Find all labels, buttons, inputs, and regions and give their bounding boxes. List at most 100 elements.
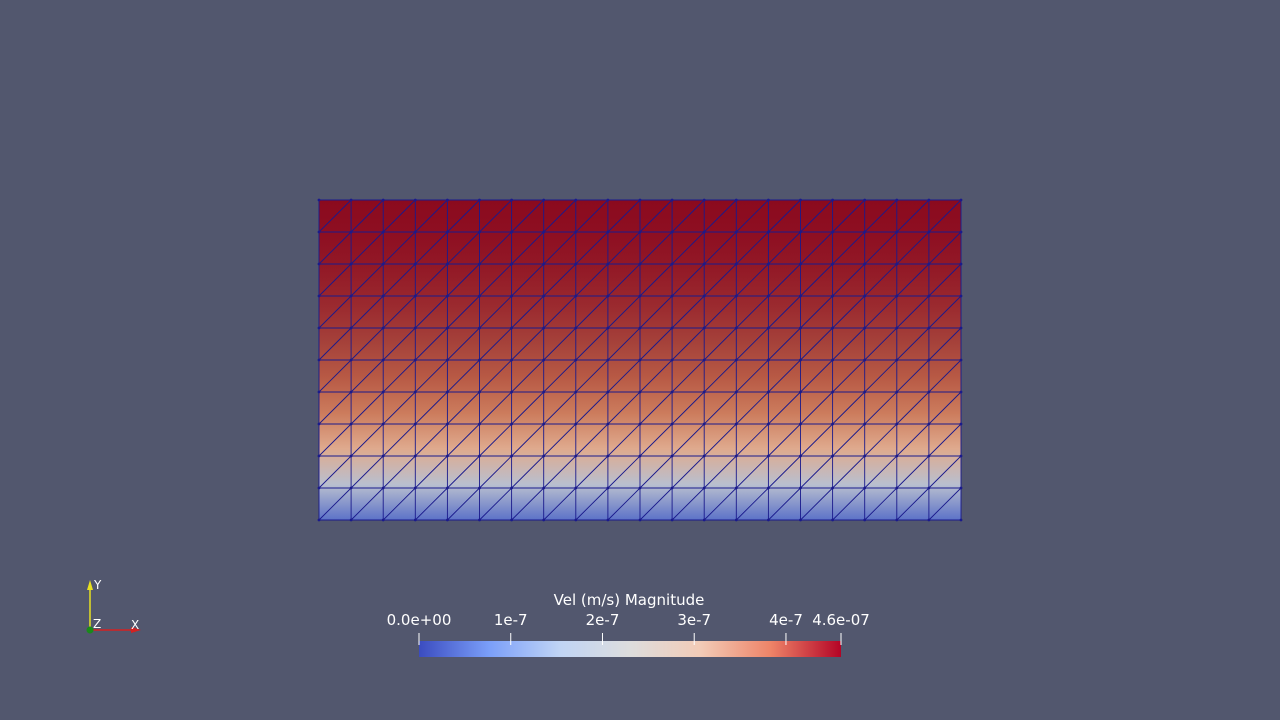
mesh-vertex (606, 518, 610, 522)
mesh-vertex (510, 518, 513, 522)
axis-z-label: Z (93, 617, 102, 631)
mesh-vertex (734, 294, 738, 298)
mesh-vertex (606, 198, 610, 202)
mesh-vertex (349, 390, 353, 394)
mesh-vertex (638, 518, 642, 522)
mesh-vertex (799, 518, 802, 522)
mesh-vertex (606, 326, 610, 330)
mesh-vertex (478, 326, 481, 330)
mesh-vertex (478, 358, 481, 362)
mesh-vertex (863, 518, 867, 522)
mesh-vertex (317, 262, 321, 266)
mesh-vertex (446, 486, 449, 490)
mesh-vertex (863, 422, 867, 426)
mesh-vertex (317, 358, 321, 362)
mesh-vertex (446, 358, 449, 362)
mesh-vertex (638, 486, 642, 490)
mesh-vertex (734, 358, 738, 362)
mesh-vertex (574, 294, 578, 298)
mesh-vertex (863, 294, 867, 298)
mesh-vertex (927, 486, 931, 490)
mesh-vertex (799, 198, 802, 202)
mesh-vertex (670, 230, 674, 234)
mesh-vertex (478, 422, 481, 426)
axis-x-arrow-icon (131, 627, 141, 633)
mesh-vertex (510, 262, 513, 266)
mesh-vertex (959, 358, 963, 362)
mesh-vertex (542, 390, 546, 394)
mesh-vertex (542, 262, 546, 266)
mesh-vertex (767, 262, 770, 266)
mesh-vertex (542, 230, 546, 234)
mesh-vertex (638, 294, 642, 298)
mesh-vertex (349, 454, 353, 458)
mesh-vertex (927, 358, 931, 362)
mesh-vertex (446, 454, 449, 458)
mesh-vertex (381, 454, 385, 458)
mesh-vertex (670, 262, 674, 266)
mesh-vertex (349, 518, 353, 522)
mesh-vertex (895, 518, 899, 522)
mesh-vertex (542, 518, 546, 522)
mesh-vertex (799, 294, 802, 298)
mesh-vertex (446, 518, 449, 522)
mesh-vertex (413, 230, 417, 234)
mesh-vertex (702, 486, 706, 490)
mesh-vertex (959, 262, 963, 266)
mesh-vertex (542, 358, 546, 362)
mesh-vertex (317, 198, 321, 202)
mesh-vertex (702, 454, 706, 458)
mesh-vertex (381, 518, 385, 522)
mesh-vertex (349, 358, 353, 362)
mesh-vertex (478, 486, 481, 490)
mesh-vertex (606, 486, 610, 490)
mesh-vertex (317, 294, 321, 298)
mesh-vertex (446, 294, 449, 298)
scalar-bar-gradient (419, 641, 841, 657)
mesh-vertex (446, 326, 449, 330)
mesh-vertex (542, 454, 546, 458)
mesh-vertex (381, 262, 385, 266)
mesh-vertex (895, 390, 899, 394)
mesh-vertex (831, 422, 834, 426)
mesh-vertex (959, 294, 963, 298)
mesh-vertex (574, 230, 578, 234)
mesh-vertex (767, 454, 770, 458)
mesh-vertex (767, 358, 770, 362)
mesh-vertex (799, 486, 802, 490)
mesh-vertex (863, 486, 867, 490)
mesh-vertex (413, 358, 417, 362)
mesh-vertex (381, 198, 385, 202)
mesh-vertex (638, 230, 642, 234)
triangulated-mesh (317, 198, 963, 522)
mesh-vertex (446, 198, 449, 202)
mesh-vertex (446, 422, 449, 426)
mesh-vertex (767, 422, 770, 426)
mesh-vertex (831, 390, 834, 394)
mesh-vertex (349, 230, 353, 234)
mesh-vertex (510, 486, 513, 490)
mesh-vertex (927, 198, 931, 202)
mesh-vertex (478, 390, 481, 394)
axis-y-label: Y (94, 578, 102, 592)
mesh-vertex (702, 230, 706, 234)
mesh-vertex (831, 486, 834, 490)
mesh-vertex (799, 326, 802, 330)
scalar-bar-tick-label: 0.0e+00 (386, 611, 452, 629)
mesh-vertex (413, 262, 417, 266)
mesh-vertex (895, 198, 899, 202)
mesh-vertex (542, 326, 546, 330)
mesh-vertex (799, 262, 802, 266)
mesh-vertex (702, 294, 706, 298)
mesh-vertex (413, 486, 417, 490)
mesh-vertex (446, 230, 449, 234)
mesh-vertex (413, 294, 417, 298)
mesh-vertex (574, 390, 578, 394)
scalar-bar (418, 633, 842, 657)
mesh-vertex (510, 198, 513, 202)
mesh-vertex (702, 518, 706, 522)
mesh-vertex (349, 262, 353, 266)
mesh-vertex (510, 294, 513, 298)
scalar-bar-tick-label: 4.6e-07 (812, 611, 870, 629)
